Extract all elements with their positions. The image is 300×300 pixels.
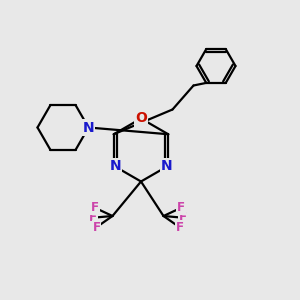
Text: F: F [179, 211, 187, 224]
Text: O: O [135, 112, 147, 125]
Text: F: F [91, 201, 99, 214]
Text: N: N [110, 159, 121, 173]
Text: F: F [176, 221, 184, 234]
Text: F: F [92, 221, 101, 234]
Text: F: F [89, 211, 97, 224]
Text: F: F [177, 201, 185, 214]
Text: N: N [83, 121, 94, 134]
Text: N: N [161, 159, 172, 173]
